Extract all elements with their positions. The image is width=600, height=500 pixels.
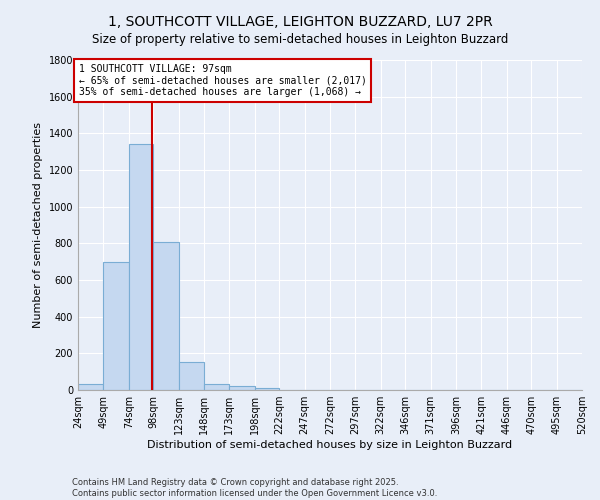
- Text: 1 SOUTHCOTT VILLAGE: 97sqm
← 65% of semi-detached houses are smaller (2,017)
35%: 1 SOUTHCOTT VILLAGE: 97sqm ← 65% of semi…: [79, 64, 367, 97]
- Bar: [255, 388, 279, 390]
- Text: Size of property relative to semi-detached houses in Leighton Buzzard: Size of property relative to semi-detach…: [92, 32, 508, 46]
- Text: 1, SOUTHCOTT VILLAGE, LEIGHTON BUZZARD, LU7 2PR: 1, SOUTHCOTT VILLAGE, LEIGHTON BUZZARD, …: [107, 15, 493, 29]
- Bar: [179, 362, 204, 390]
- Bar: [129, 144, 153, 390]
- Text: Contains HM Land Registry data © Crown copyright and database right 2025.
Contai: Contains HM Land Registry data © Crown c…: [72, 478, 437, 498]
- Y-axis label: Number of semi-detached properties: Number of semi-detached properties: [33, 122, 43, 328]
- Bar: [153, 242, 179, 390]
- X-axis label: Distribution of semi-detached houses by size in Leighton Buzzard: Distribution of semi-detached houses by …: [148, 440, 512, 450]
- Bar: [103, 262, 129, 390]
- Bar: [78, 384, 103, 390]
- Bar: [229, 386, 255, 390]
- Bar: [204, 384, 229, 390]
